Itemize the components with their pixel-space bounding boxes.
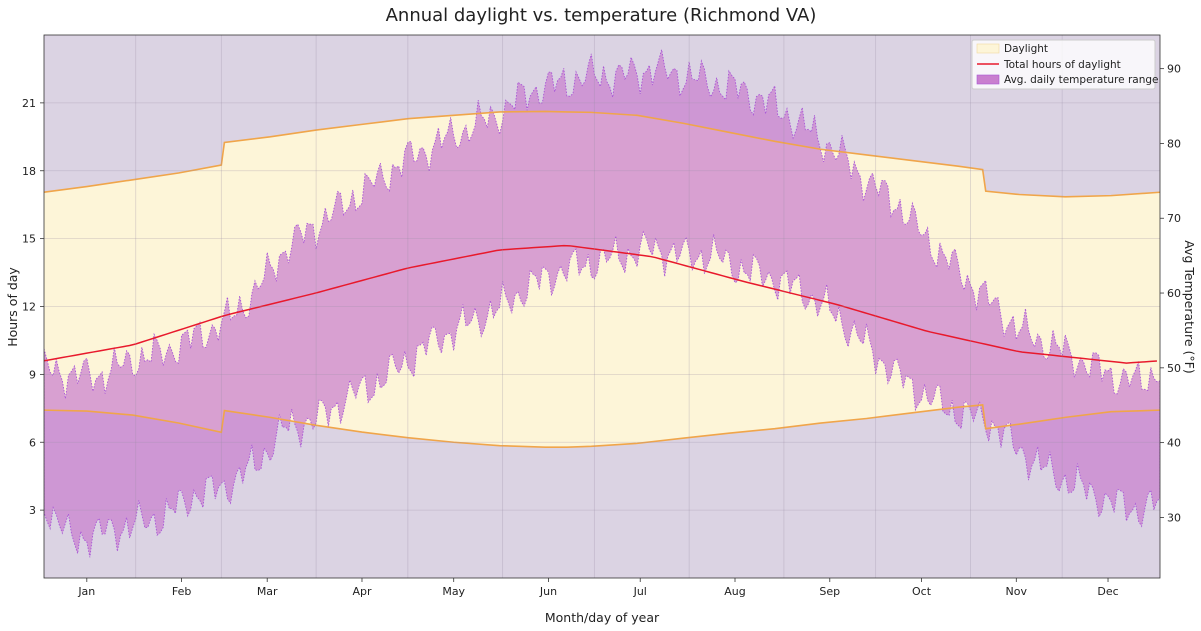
x-tick-label: Jun bbox=[539, 585, 557, 598]
legend-label-temperature: Avg. daily temperature range bbox=[1004, 74, 1158, 86]
y2-tick-label: 90 bbox=[1167, 63, 1181, 76]
x-tick-label: Mar bbox=[257, 585, 278, 598]
x-tick-label: Jul bbox=[633, 585, 647, 598]
y-tick-label: 3 bbox=[29, 504, 36, 517]
y2-tick-label: 60 bbox=[1167, 287, 1181, 300]
sunrise-line bbox=[44, 404, 1160, 449]
y-tick-label: 9 bbox=[29, 368, 36, 381]
y-axis-label: Hours of day bbox=[5, 267, 20, 347]
x-tick-label: Sep bbox=[819, 585, 840, 598]
x-tick-label: Nov bbox=[1006, 585, 1028, 598]
plot-area bbox=[44, 35, 1160, 578]
x-tick-label: Feb bbox=[172, 585, 191, 598]
y2-tick-label: 70 bbox=[1167, 212, 1181, 225]
y-axis-ticks: 3 6 9 12 15 18 21 bbox=[22, 97, 44, 517]
legend-swatch-temperature bbox=[976, 74, 1000, 85]
temperature-range-band bbox=[44, 49, 1160, 558]
y2-axis-ticks: 30 40 50 60 70 80 90 bbox=[1160, 63, 1181, 524]
y2-axis-label: Avg Temperature (°F) bbox=[1182, 240, 1197, 373]
y-tick-label: 12 bbox=[22, 301, 36, 314]
legend-swatch-daylight bbox=[976, 43, 1000, 54]
sunset-line bbox=[44, 110, 1160, 198]
x-tick-label: Dec bbox=[1097, 585, 1118, 598]
y-tick-label: 18 bbox=[22, 165, 36, 178]
y-tick-label: 15 bbox=[22, 233, 36, 246]
y2-tick-label: 80 bbox=[1167, 137, 1181, 150]
x-tick-label: Aug bbox=[724, 585, 745, 598]
y2-tick-label: 50 bbox=[1167, 362, 1181, 375]
total-daylight-line bbox=[44, 244, 1157, 364]
legend-label-total: Total hours of daylight bbox=[1003, 59, 1121, 71]
x-tick-label: Apr bbox=[352, 585, 372, 598]
y2-tick-label: 30 bbox=[1167, 511, 1181, 524]
x-axis-label: Month/day of year bbox=[545, 610, 660, 625]
y-tick-label: 6 bbox=[29, 436, 36, 449]
y-tick-label: 21 bbox=[22, 97, 36, 110]
legend-label-daylight: Daylight bbox=[1004, 43, 1048, 55]
x-tick-label: Jan bbox=[77, 585, 95, 598]
x-tick-label: Oct bbox=[912, 585, 932, 598]
legend-box bbox=[971, 39, 1156, 90]
y2-tick-label: 40 bbox=[1167, 437, 1181, 450]
x-tick-label: May bbox=[442, 585, 465, 598]
chart-title: Annual daylight vs. temperature (Richmon… bbox=[386, 5, 817, 26]
legend: Daylight Total hours of daylight Avg. da… bbox=[971, 39, 1158, 90]
x-axis-ticks: Jan Feb Mar Apr May Jun Jul Aug Sep Oct Nov Dec bbox=[77, 578, 1119, 598]
grid-lines bbox=[44, 35, 1160, 578]
